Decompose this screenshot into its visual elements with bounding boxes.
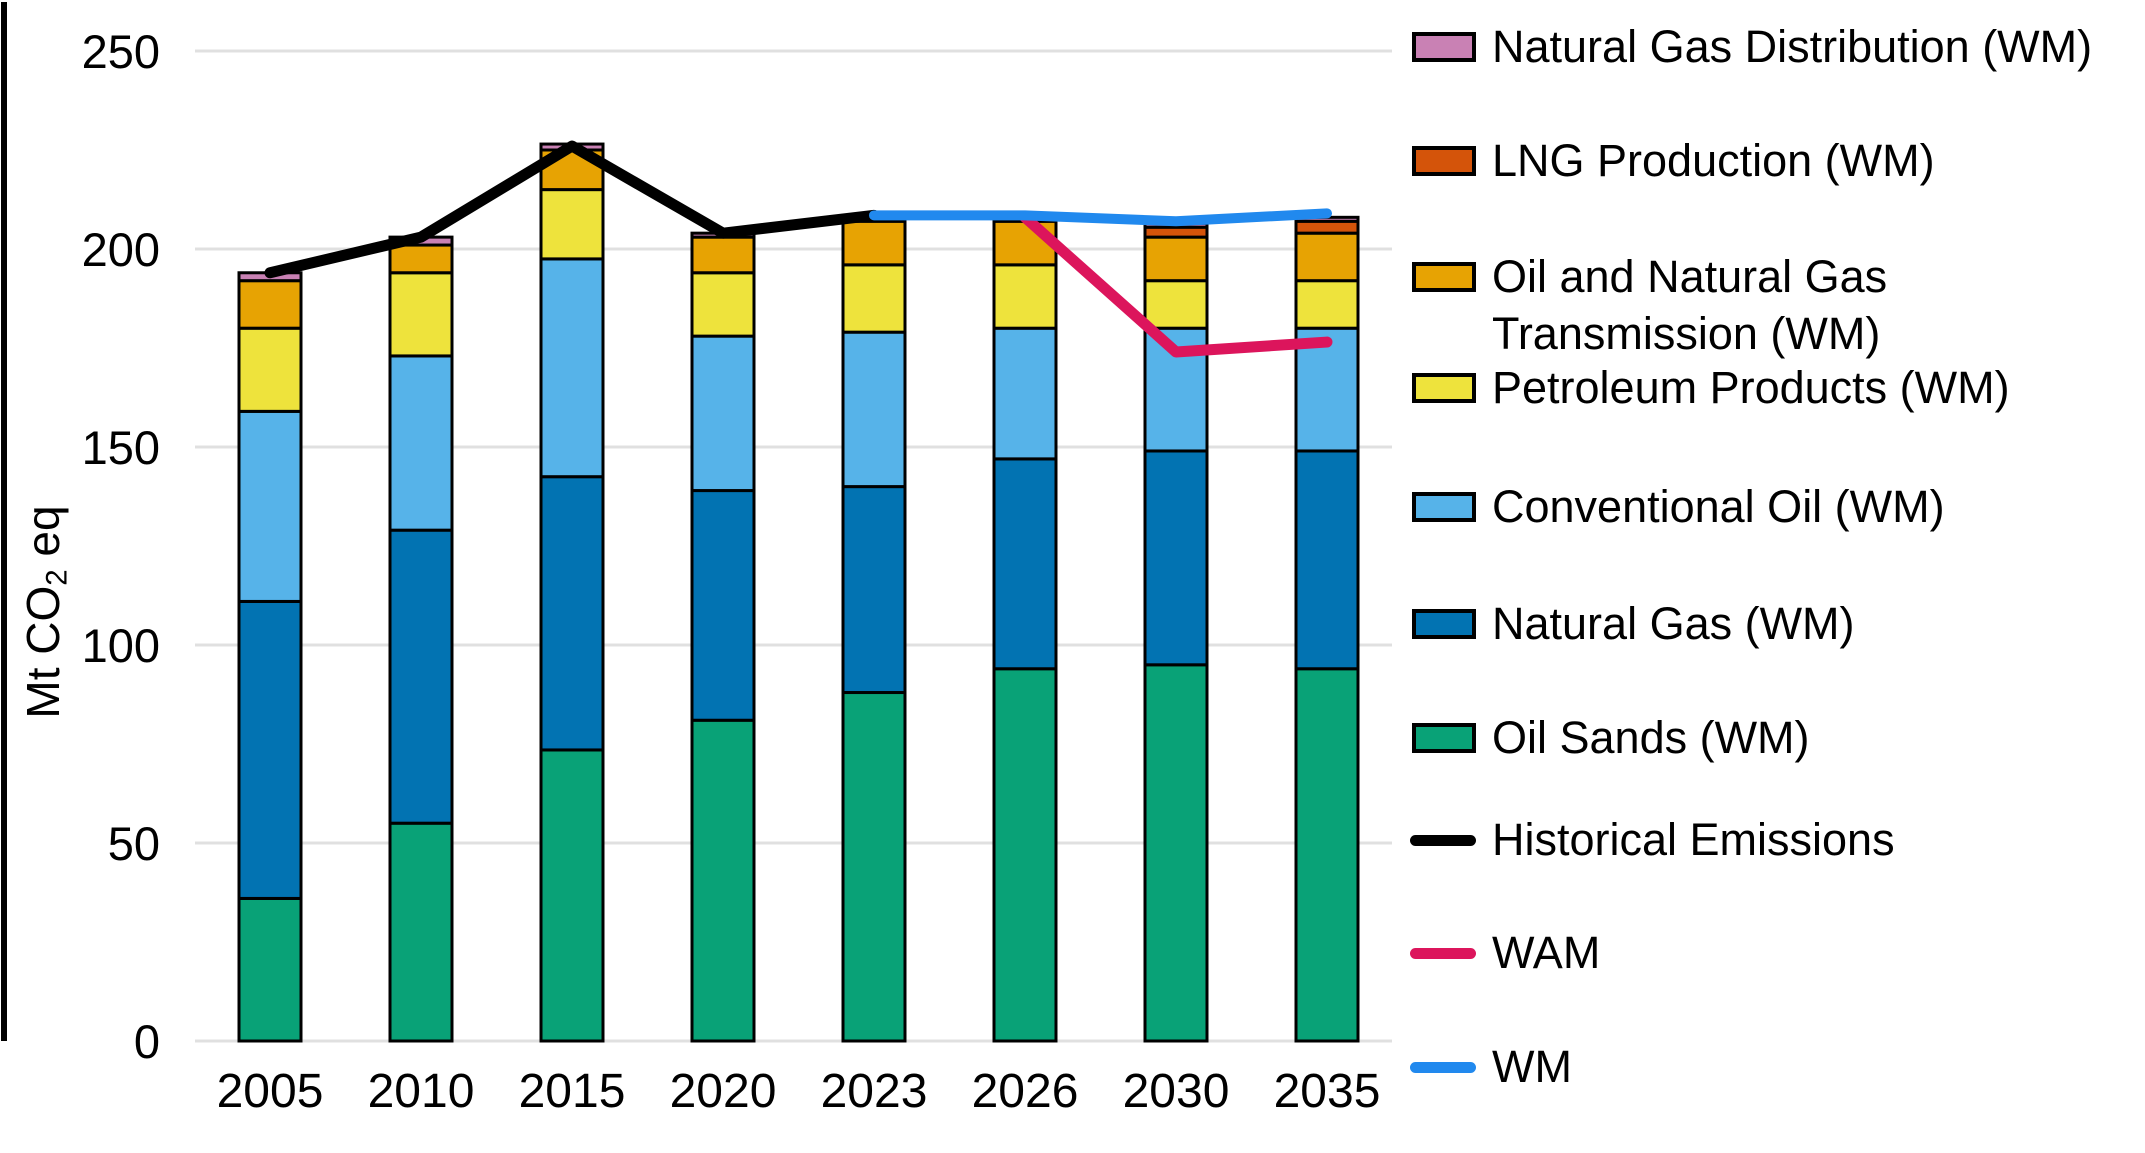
legend-label: Petroleum Products (WM) (1492, 359, 2010, 416)
legend-swatch-petroleum-products-wm- (1412, 373, 1476, 403)
legend-label: Natural Gas (WM) (1492, 595, 1855, 652)
bar-segment (1143, 449, 1209, 667)
y-axis-title-subscript: 2 (40, 569, 74, 586)
legend-label: Oil and Natural Gas Transmission (WM) (1492, 248, 1887, 362)
y-tick-label: 200 (81, 223, 160, 276)
legend-label: LNG Production (WM) (1492, 132, 1935, 189)
legend-swatch-lng-production-wm- (1412, 146, 1476, 176)
legend-label-line: Historical Emissions (1492, 814, 1895, 865)
legend-swatch-conventional-oil-wm- (1412, 492, 1476, 522)
legend-label: Oil Sands (WM) (1492, 709, 1810, 766)
legend-label-line: Natural Gas (WM) (1492, 598, 1855, 649)
bar-segment (690, 235, 756, 275)
bar-segment (1294, 667, 1360, 1043)
y-tick-label: 150 (81, 421, 160, 474)
y-axis-title-unit: eq (17, 505, 69, 570)
bar-segment (237, 279, 303, 330)
legend-label: WAM (1492, 924, 1600, 981)
x-tick-label: 2030 (1122, 1065, 1230, 1118)
legend-label: Historical Emissions (1492, 811, 1895, 868)
legend-swatch-natural-gas-wm- (1412, 609, 1476, 639)
bar-segment (388, 528, 454, 825)
legend-swatch-wam (1410, 948, 1476, 959)
bar-segment (841, 219, 907, 267)
bar-segment (539, 257, 605, 479)
bar-segment (841, 691, 907, 1043)
bar-segment (1143, 663, 1209, 1043)
line-wam (1019, 211, 1333, 358)
legend-swatch-oil-and-natural-gas (1412, 262, 1476, 292)
legend-label: Natural Gas Distribution (WM) (1492, 18, 2092, 75)
legend-label-line: Transmission (WM) (1492, 308, 1881, 359)
bar-segment (1294, 449, 1360, 671)
legend-label: Conventional Oil (WM) (1492, 478, 1945, 535)
y-tick-label: 50 (107, 817, 160, 870)
bar-segment (1294, 219, 1360, 235)
x-tick-label: 2020 (669, 1065, 777, 1118)
bar-segment (388, 821, 454, 1043)
bar-segment (237, 409, 303, 603)
bar-segment (1294, 279, 1360, 330)
legend-label-line: Natural Gas Distribution (WM) (1492, 21, 2093, 72)
bar-segment (237, 599, 303, 900)
bar-segment (388, 354, 454, 532)
bar-segment (841, 263, 907, 334)
x-tick-label: 2015 (518, 1065, 626, 1118)
bar-segment (992, 667, 1058, 1043)
bar-segment (1143, 235, 1209, 283)
bar-segment (388, 243, 454, 275)
bar-segment (841, 485, 907, 695)
bar-segment (237, 896, 303, 1043)
legend-swatch-oil-sands-wm- (1412, 723, 1476, 753)
bar-segment (690, 271, 756, 338)
x-tick-label: 2023 (820, 1065, 928, 1118)
bar-segment (690, 718, 756, 1043)
legend-swatch-historical-emissions (1410, 835, 1476, 846)
y-tick-label: 0 (133, 1015, 160, 1068)
legend: Natural Gas Distribution (WM) LNG Product… (1400, 0, 2145, 1153)
legend-swatch-wm (1410, 1062, 1476, 1073)
legend-label-line: Oil and Natural Gas (1492, 251, 1888, 302)
bar-segment (1294, 231, 1360, 283)
line-historical-emissions (264, 140, 880, 279)
legend-label-line: Oil Sands (WM) (1492, 712, 1810, 763)
bar-segment (1143, 279, 1209, 330)
bar-segment (992, 457, 1058, 671)
x-tick-label: 2005 (216, 1065, 324, 1118)
bar-segment (690, 334, 756, 493)
bar-segment (992, 326, 1058, 461)
bar-segment (690, 489, 756, 722)
bar-segment (388, 271, 454, 358)
y-tick-label: 250 (81, 25, 160, 78)
legend-label-line: WM (1492, 1041, 1572, 1092)
bar-segment (539, 475, 605, 752)
line-wm (869, 208, 1332, 227)
bar-segment (237, 326, 303, 413)
legend-label: WM (1492, 1038, 1572, 1095)
legend-label-line: Conventional Oil (WM) (1492, 481, 1945, 532)
legend-label-line: Petroleum Products (WM) (1492, 362, 2010, 413)
bar-segment (992, 263, 1058, 330)
legend-swatch-natural-gas-distribution-wm- (1412, 32, 1476, 62)
x-tick-label: 2035 (1273, 1065, 1381, 1118)
legend-label-line: LNG Production (WM) (1492, 135, 1935, 186)
x-tick-label: 2010 (367, 1065, 475, 1118)
legend-label-line: WAM (1492, 927, 1601, 978)
x-tick-label: 2026 (971, 1065, 1079, 1118)
bar-segment (841, 330, 907, 489)
bar-segment (539, 188, 605, 261)
y-tick-label: 100 (81, 619, 160, 672)
bar-segment (539, 748, 605, 1043)
